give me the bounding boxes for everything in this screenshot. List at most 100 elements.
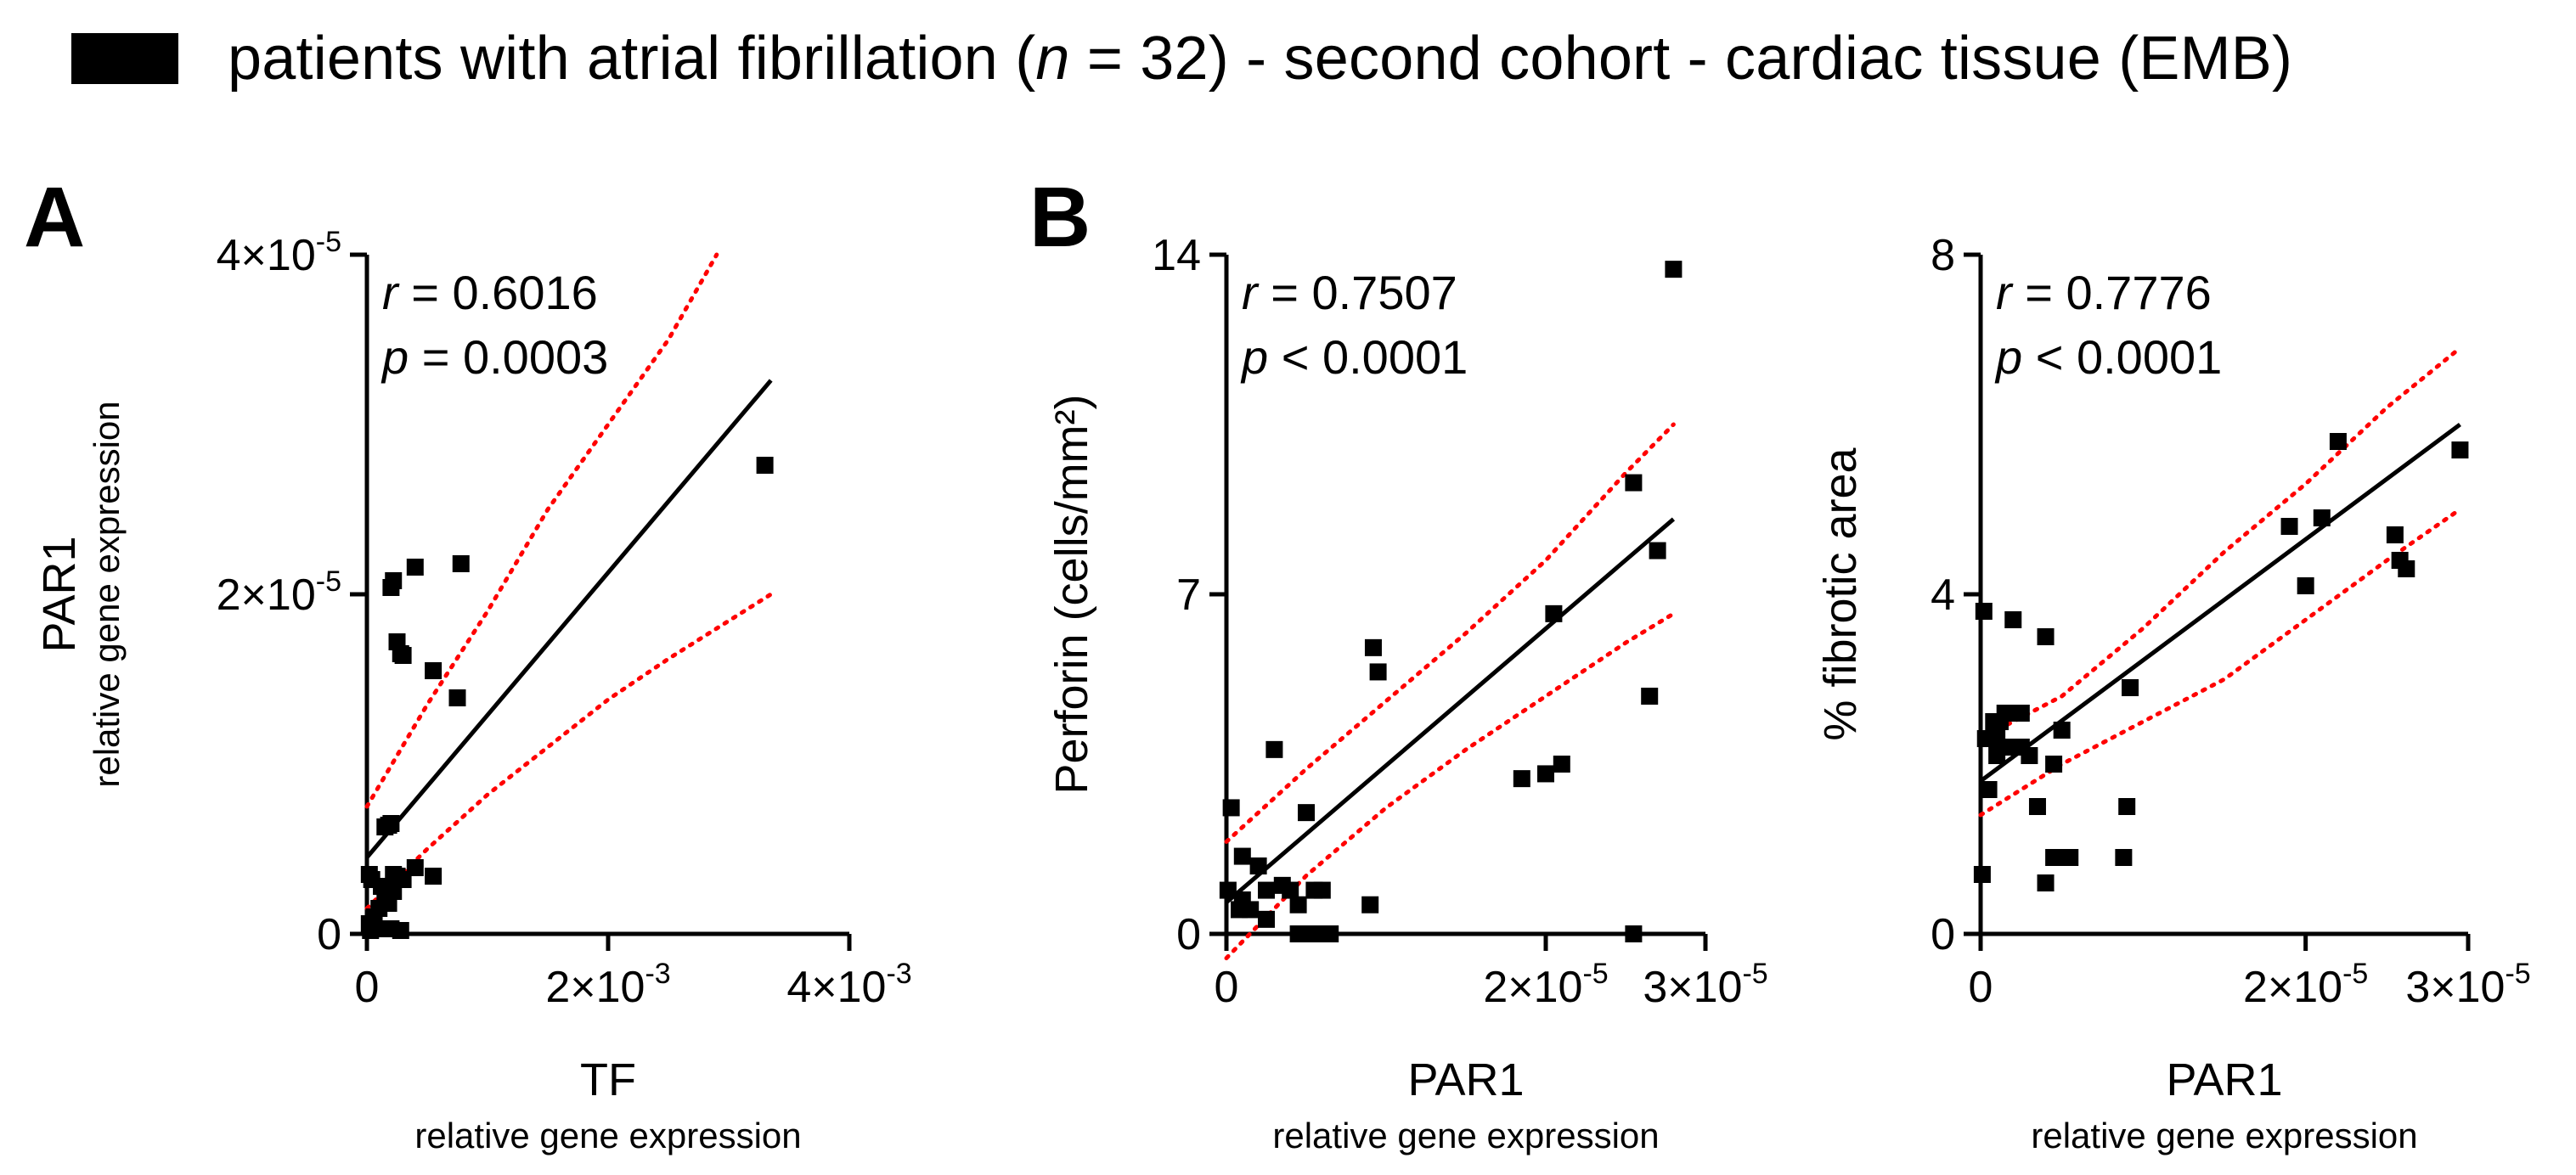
x-tick-label: 2×10-5 bbox=[2243, 958, 2368, 1012]
data-point bbox=[1265, 740, 1283, 758]
data-point bbox=[448, 689, 466, 706]
r-statistic: r = 0.7776 bbox=[1996, 266, 2212, 319]
data-point bbox=[1665, 261, 1683, 278]
legend-swatch bbox=[71, 33, 178, 84]
ci-upper-line bbox=[364, 252, 719, 809]
data-point bbox=[406, 559, 424, 576]
y-tick-label: 4×10-5 bbox=[217, 226, 341, 280]
data-point bbox=[425, 868, 442, 885]
data-point bbox=[2386, 526, 2404, 543]
data-point bbox=[1233, 847, 1251, 865]
y-axis-subtitle: relative gene expression bbox=[87, 401, 127, 787]
x-tick-label: 0 bbox=[1215, 963, 1239, 1012]
data-point bbox=[2028, 798, 2046, 815]
y-tick-label: 0 bbox=[317, 910, 341, 959]
data-point bbox=[2280, 518, 2298, 535]
data-point bbox=[1282, 881, 1299, 899]
data-point bbox=[2061, 849, 2079, 866]
y-tick-label: 4 bbox=[1931, 571, 1955, 620]
data-point bbox=[1975, 603, 1993, 620]
data-point bbox=[1369, 663, 1387, 681]
data-point bbox=[1513, 770, 1530, 788]
regression-line bbox=[1225, 517, 1676, 904]
y-tick-label: 8 bbox=[1931, 231, 1955, 280]
x-tick-label: 0 bbox=[355, 963, 380, 1012]
x-tick-label: 4×10-3 bbox=[786, 958, 911, 1012]
data-point bbox=[1258, 910, 1275, 928]
data-point bbox=[1625, 474, 1643, 492]
data-point bbox=[1249, 857, 1267, 874]
p-statistic: p = 0.0003 bbox=[380, 330, 608, 384]
data-point bbox=[1313, 925, 1331, 942]
data-point bbox=[1988, 747, 2006, 764]
data-point bbox=[425, 662, 442, 679]
data-point bbox=[1537, 765, 1554, 783]
x-tick-label: 3×10-5 bbox=[1643, 958, 1767, 1012]
x-axis-subtitle: relative gene expression bbox=[1272, 1116, 1659, 1155]
y-axis-title: PAR1 bbox=[34, 536, 85, 652]
x-axis-title: PAR1 bbox=[2166, 1054, 2282, 1105]
data-point bbox=[2037, 628, 2055, 645]
ci-lower-line bbox=[1224, 611, 1676, 961]
x-tick-label: 2×10-5 bbox=[1483, 958, 1608, 1012]
data-point bbox=[1625, 925, 1643, 942]
y-tick-label: 0 bbox=[1176, 910, 1201, 959]
panel-letter: B bbox=[1029, 170, 1091, 265]
legend-text-before: patients with atrial fibrillation ( bbox=[228, 25, 1036, 93]
y-axis-title: % fibrotic area bbox=[1815, 447, 1866, 740]
data-point bbox=[2391, 552, 2409, 569]
data-point bbox=[2045, 849, 2063, 866]
data-point bbox=[2451, 441, 2469, 458]
r-statistic: r = 0.6016 bbox=[382, 266, 598, 319]
chart-panel-1: A 0 2×10-5 4×10-5 0 2×10-3 4×10-3 r = 0.6016 p =… bbox=[24, 170, 912, 1155]
x-tick-label: 3×10-5 bbox=[2405, 958, 2530, 1012]
data-point bbox=[2012, 705, 2030, 722]
data-point bbox=[2053, 722, 2071, 739]
regression-line bbox=[1979, 422, 2461, 784]
data-point bbox=[382, 815, 400, 832]
data-point bbox=[392, 645, 409, 662]
data-point bbox=[1298, 925, 1315, 942]
y-tick-label: 0 bbox=[1931, 910, 1955, 959]
data-point bbox=[1364, 638, 1382, 656]
data-point bbox=[1553, 756, 1570, 773]
x-axis-subtitle: relative gene expression bbox=[414, 1116, 801, 1155]
x-axis-title: TF bbox=[580, 1054, 636, 1105]
data-point bbox=[1361, 896, 1379, 914]
p-statistic: p < 0.0001 bbox=[1994, 330, 2222, 384]
data-point bbox=[452, 555, 470, 572]
x-tick-label: 0 bbox=[1969, 963, 1993, 1012]
data-point bbox=[2122, 679, 2139, 696]
data-point bbox=[756, 457, 774, 474]
data-point bbox=[2118, 798, 2136, 815]
data-point bbox=[392, 922, 409, 939]
data-point bbox=[1233, 891, 1251, 908]
data-point bbox=[1980, 781, 1998, 798]
data-point bbox=[1219, 881, 1237, 899]
legend: patients with atrial fibrillation (n = 3… bbox=[71, 20, 2292, 97]
data-point bbox=[2329, 433, 2347, 450]
data-point bbox=[2021, 747, 2038, 764]
ci-upper-line bbox=[1978, 346, 2462, 741]
ci-lower-line bbox=[364, 592, 774, 911]
x-tick-label: 2×10-3 bbox=[545, 958, 670, 1012]
p-statistic: p < 0.0001 bbox=[1240, 330, 1468, 384]
data-point bbox=[1996, 705, 2014, 722]
data-point bbox=[2037, 874, 2055, 891]
legend-n-symbol: n bbox=[1035, 25, 1070, 93]
data-point bbox=[385, 572, 403, 589]
chart-panel-3: 0 4 8 0 2×10-5 3×10-5 r = 0.7776 p < 0.0001 PAR1… bbox=[1815, 231, 2531, 1155]
data-point bbox=[1289, 896, 1307, 914]
data-point bbox=[394, 871, 412, 888]
data-point bbox=[1313, 881, 1331, 899]
data-point bbox=[1298, 804, 1315, 822]
chart-panel-2: B 0 7 14 0 2×10-5 3×10-5 r = 0.7507 p < 0.0001 PA… bbox=[1029, 170, 1768, 1155]
x-axis-subtitle: relative gene expression bbox=[2031, 1116, 2417, 1155]
r-statistic: r = 0.7507 bbox=[1242, 266, 1457, 319]
y-tick-label: 2×10-5 bbox=[217, 565, 341, 620]
data-point bbox=[1222, 799, 1240, 817]
legend-text: patients with atrial fibrillation (n = 3… bbox=[228, 24, 2292, 93]
y-tick-label: 14 bbox=[1152, 231, 1201, 280]
data-point bbox=[1641, 688, 1659, 705]
data-point bbox=[2297, 577, 2314, 594]
